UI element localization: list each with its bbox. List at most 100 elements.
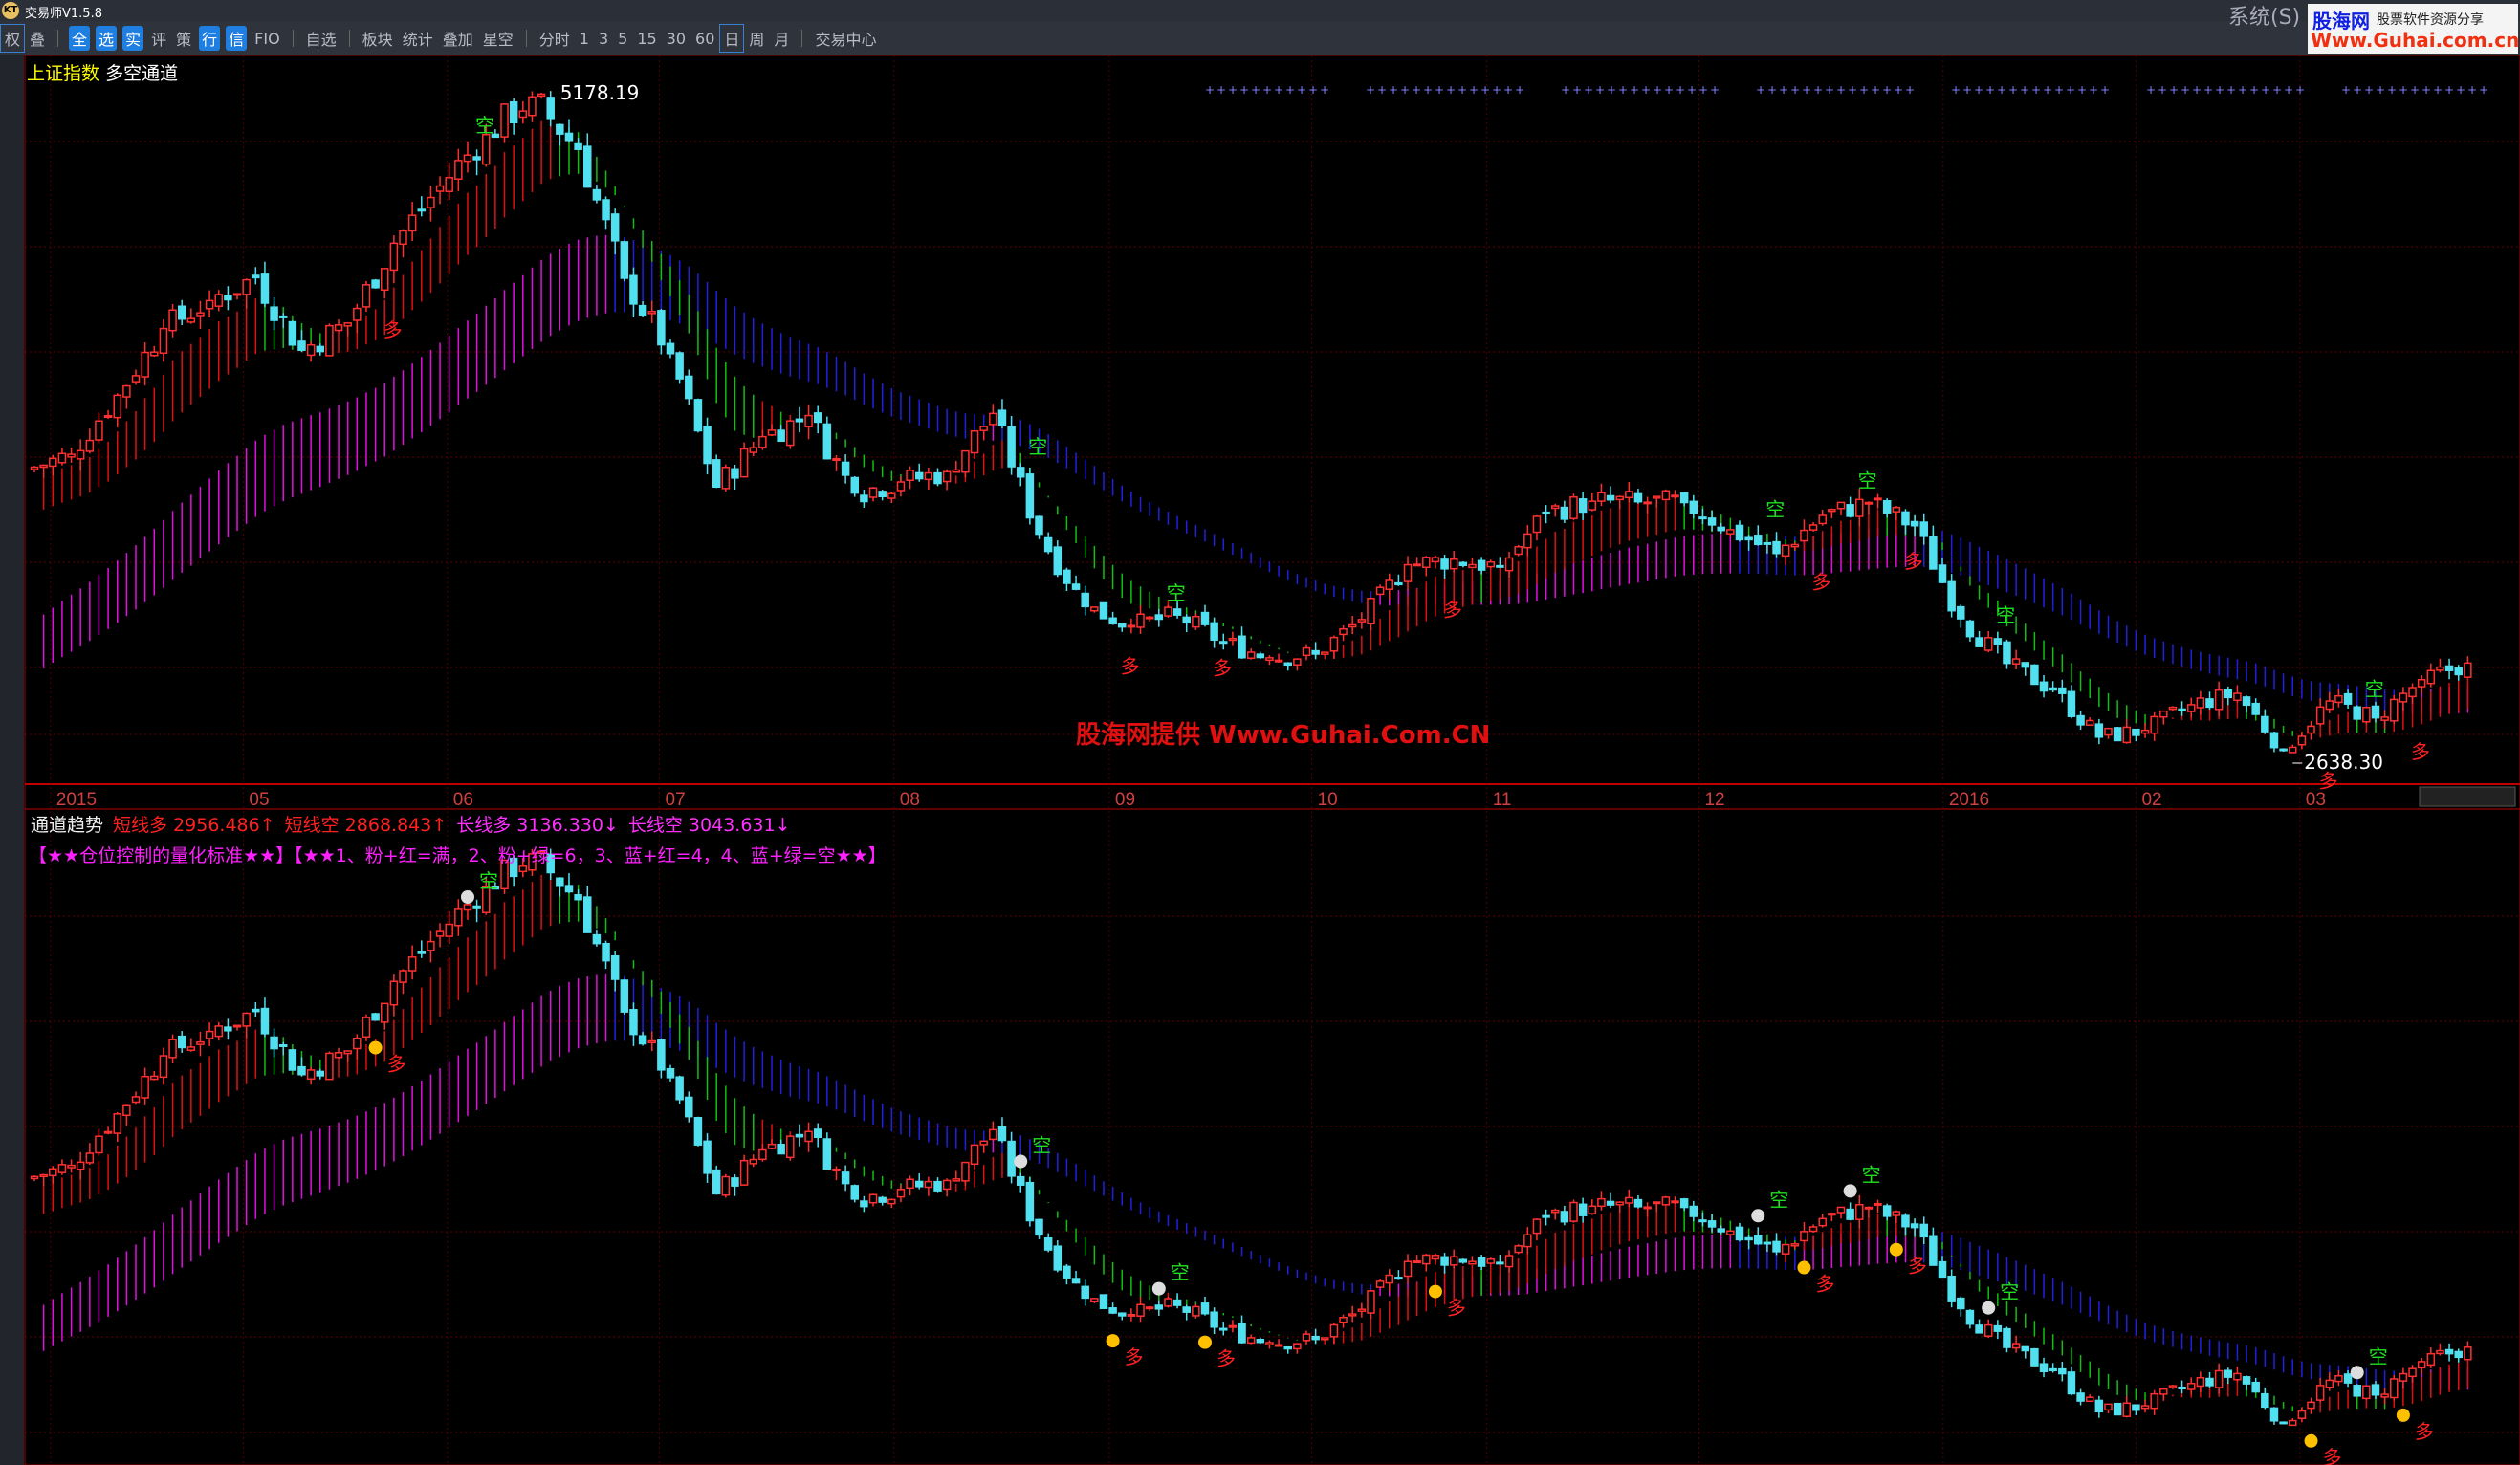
toolbar-button[interactable]: 60 (695, 29, 715, 48)
toolbar-button[interactable]: 交易中心 (815, 31, 877, 49)
candle (1081, 1285, 1089, 1300)
candle (297, 340, 306, 351)
candle (122, 384, 131, 398)
signal-label-upper: 多 (383, 318, 403, 341)
candle (2186, 704, 2196, 712)
candle (1707, 1220, 1717, 1228)
candle (786, 1135, 795, 1159)
candle (67, 453, 76, 458)
candle (989, 412, 997, 426)
toolbar-button[interactable]: FIO (254, 29, 280, 48)
toolbar-button[interactable]: 周 (749, 31, 765, 49)
candle (647, 311, 656, 315)
candle (270, 306, 278, 321)
signal-dot: + (2180, 83, 2190, 97)
candle (1578, 1203, 1588, 1216)
candle (2214, 689, 2224, 711)
signal-dot: + (2192, 83, 2202, 97)
candle (739, 448, 749, 478)
toolbar-button[interactable]: 板块 (362, 31, 393, 49)
signal-dot: + (2410, 83, 2420, 97)
candle (1238, 635, 1246, 659)
candle (1274, 1344, 1283, 1347)
candle (1597, 1197, 1606, 1208)
candle (906, 470, 914, 482)
candle (629, 274, 638, 305)
candle (214, 294, 224, 307)
candle (1321, 1337, 1329, 1341)
toolbar-button[interactable]: 统计 (402, 31, 433, 49)
toolbar-button[interactable]: 月 (774, 31, 790, 49)
candle (1947, 580, 1956, 612)
candle (2390, 698, 2399, 722)
signal-dot: + (1618, 83, 1628, 97)
signal-dot: + (1756, 83, 1765, 97)
indicator-values: 通道趋势 短线多 2956.486↑ 短线空 2868.843↑ 长线多 3136.3… (31, 811, 791, 837)
smiley-icon (1106, 1334, 1120, 1348)
toolbar-button[interactable]: 30 (666, 29, 687, 48)
chart-frame (24, 55, 2520, 1465)
toolbar-button[interactable]: 1 (579, 29, 589, 48)
candle (1108, 617, 1117, 625)
menu-system[interactable]: 系统(S) (2228, 6, 2301, 30)
candle (1164, 1298, 1172, 1307)
toolbar-button[interactable]: 选 (96, 26, 118, 51)
candle (1108, 1307, 1117, 1314)
x-tick-label: 2016 (1949, 790, 1989, 810)
signal-dot: + (1274, 83, 1283, 97)
candle (2030, 664, 2039, 686)
signal-dot: + (2376, 83, 2385, 97)
candle (306, 343, 316, 357)
smiley-icon (2396, 1408, 2410, 1422)
toolbar-button[interactable]: 分时 (538, 31, 570, 49)
signal-label-upper: 空 (1028, 435, 1047, 458)
candle (2058, 687, 2067, 694)
candle (242, 278, 251, 295)
candle (1090, 1298, 1099, 1302)
candle (1367, 598, 1375, 625)
candle (2094, 1399, 2104, 1413)
toolbar-button[interactable]: 策 (176, 31, 192, 49)
candle (703, 426, 712, 465)
candle (1357, 1308, 1367, 1312)
candle (1532, 515, 1542, 534)
toolbar-button[interactable]: 全 (69, 26, 91, 51)
candle (1458, 561, 1468, 567)
signal-label-lower: 多 (1447, 1297, 1466, 1320)
toolbar: 权叠 全选实评策行信 FIO 自选 板块 统计 叠加 星空 分时 1 3 5 15 30 60 日周月 交易中心 (0, 21, 2520, 55)
signal-dot: + (1584, 83, 1593, 97)
toolbar-button[interactable]: 日 (719, 24, 745, 53)
x-tick-label: 06 (453, 790, 473, 810)
candle (979, 426, 988, 431)
candle (942, 470, 952, 483)
signal-dot: + (2066, 83, 2075, 97)
toolbar-button[interactable]: 15 (637, 29, 657, 48)
toolbar-button[interactable]: 信 (226, 26, 248, 51)
candle (1615, 1201, 1624, 1206)
toolbar-button[interactable]: 行 (199, 26, 221, 51)
toolbar-button[interactable]: 叠 (30, 31, 46, 49)
candle (1367, 1290, 1375, 1314)
candle (141, 351, 149, 378)
signal-dot: + (2054, 83, 2064, 97)
toolbar-button[interactable]: 星空 (482, 31, 514, 49)
toolbar-separator (348, 30, 350, 47)
kline-chart[interactable]: 2015 05 06 07 08 09 10 11 12 2016 02 03多多空空空空空空多多多多… (0, 55, 2520, 1465)
candle (1348, 1313, 1357, 1317)
candle (2085, 1396, 2094, 1403)
candle (749, 1158, 757, 1165)
candle (574, 142, 582, 150)
candle (2113, 1402, 2122, 1416)
toolbar-button[interactable]: 自选 (305, 31, 337, 49)
candle (435, 185, 445, 192)
toolbar-button[interactable]: 叠加 (442, 31, 473, 49)
signal-dot: + (1216, 83, 1226, 97)
toolbar-button[interactable]: 5 (618, 29, 628, 48)
candle (2030, 1347, 2039, 1367)
toolbar-button[interactable]: 权 (0, 24, 26, 53)
candle (1901, 511, 1910, 526)
toolbar-button[interactable]: 评 (151, 31, 167, 49)
toolbar-button[interactable]: 3 (598, 29, 609, 48)
toolbar-button[interactable]: 实 (122, 26, 144, 51)
signal-dot: + (2077, 83, 2087, 97)
